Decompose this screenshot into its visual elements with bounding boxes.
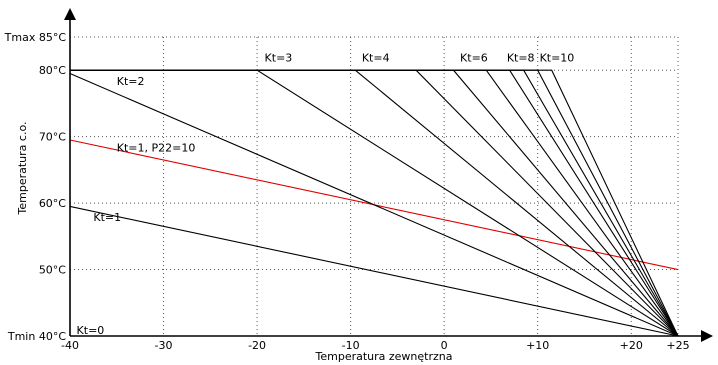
curve-label-kt-10: Kt=10	[540, 52, 575, 65]
y-axis-title: Temperatura c.o.	[16, 122, 29, 216]
curve-label-kt-8: Kt=8	[507, 52, 535, 65]
y-axis-arrow	[64, 8, 76, 20]
axes	[64, 8, 713, 342]
x-tick-label: +10	[526, 339, 549, 352]
y-tick-label: 60°C	[39, 197, 66, 210]
tick-labels: Tmin 40°C 50°C 60°C 70°C 80°C Tmax 85°C -40 -30…	[4, 31, 690, 352]
x-axis-arrow	[701, 330, 713, 342]
series-line-kt-1	[69, 205, 679, 337]
y-tick-label: 50°C	[39, 264, 66, 277]
curve-label-kt-4: Kt=4	[362, 52, 390, 65]
curve-label-kt-6: Kt=6	[460, 52, 488, 65]
x-tick-label: -30	[155, 339, 173, 352]
curve-label-kt-1-p22-10: Kt=1, P22=10	[117, 141, 196, 154]
series-lines	[69, 69, 679, 337]
series-line-kt-2	[69, 73, 679, 337]
y-tick-label: Tmin 40°C	[7, 330, 66, 343]
x-axis-title: Temperatura zewnętrzna	[315, 350, 453, 363]
y-tick-label: Tmax 85°C	[4, 31, 67, 44]
curve-label-kt-1: Kt=1	[93, 211, 121, 224]
x-tick-label: -20	[248, 339, 266, 352]
curve-label-kt-2: Kt=2	[117, 75, 145, 88]
grid-lines	[70, 36, 679, 336]
x-tick-label: 0	[441, 339, 448, 352]
x-tick-label: +20	[620, 339, 643, 352]
y-tick-label: 70°C	[39, 131, 66, 144]
x-tick-label: -40	[61, 339, 79, 352]
x-tick-label: +25	[666, 339, 689, 352]
series-line-kt-10	[70, 69, 679, 337]
curve-labels: Kt=0 Kt=1 Kt=1, P22=10 Kt=2 Kt=3 Kt=4 Kt=6 Kt=8…	[77, 52, 575, 337]
y-tick-label: 80°C	[39, 64, 66, 77]
curve-label-kt-0: Kt=0	[77, 324, 105, 337]
curve-label-kt-3: Kt=3	[265, 52, 293, 65]
x-tick-label: -10	[342, 339, 360, 352]
